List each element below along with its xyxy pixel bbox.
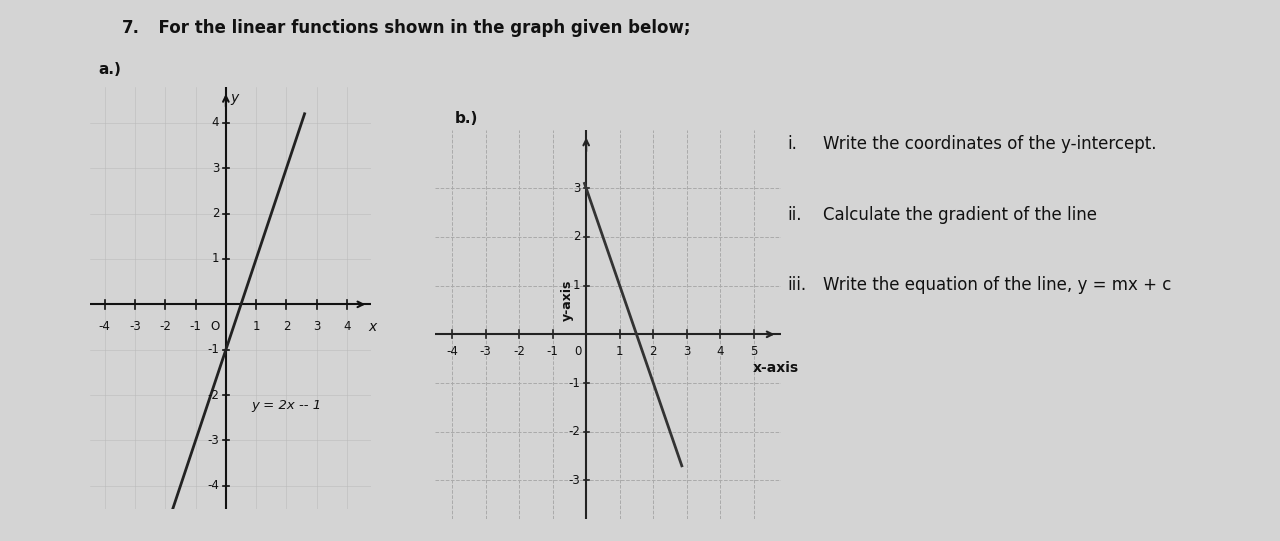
Text: -2: -2 <box>568 425 580 438</box>
Text: -3: -3 <box>480 345 492 358</box>
Text: For the linear functions shown in the graph given below;: For the linear functions shown in the gr… <box>147 19 691 37</box>
Text: x: x <box>369 320 376 334</box>
Text: -1: -1 <box>568 377 580 390</box>
Text: -3: -3 <box>129 320 141 333</box>
Text: -1: -1 <box>547 345 558 358</box>
Text: 3: 3 <box>572 182 580 195</box>
Text: iii.: iii. <box>787 276 806 294</box>
Text: 1: 1 <box>252 320 260 333</box>
Text: 1: 1 <box>572 279 580 292</box>
Text: -3: -3 <box>568 474 580 487</box>
Text: y: y <box>230 91 238 105</box>
Text: Calculate the gradient of the line: Calculate the gradient of the line <box>823 206 1097 223</box>
Text: -1: -1 <box>207 343 219 356</box>
Text: 3: 3 <box>314 320 320 333</box>
Text: -3: -3 <box>207 434 219 447</box>
Text: 2: 2 <box>283 320 291 333</box>
Text: 5: 5 <box>750 345 758 358</box>
Text: y = 2x -- 1: y = 2x -- 1 <box>252 399 321 412</box>
Text: 4: 4 <box>211 116 219 129</box>
Text: 1: 1 <box>211 253 219 266</box>
Text: -2: -2 <box>513 345 525 358</box>
Text: 2: 2 <box>649 345 657 358</box>
Text: 3: 3 <box>211 162 219 175</box>
Text: Write the coordinates of the y-intercept.: Write the coordinates of the y-intercept… <box>823 135 1157 153</box>
Text: 4: 4 <box>343 320 351 333</box>
Text: -2: -2 <box>207 388 219 401</box>
Text: 1: 1 <box>616 345 623 358</box>
Text: x-axis: x-axis <box>753 361 799 375</box>
Text: i.: i. <box>787 135 797 153</box>
Text: ii.: ii. <box>787 206 801 223</box>
Text: y-axis: y-axis <box>561 280 575 321</box>
Text: 0: 0 <box>573 345 581 358</box>
Text: -4: -4 <box>99 320 110 333</box>
Text: a.): a.) <box>99 62 122 77</box>
Text: 3: 3 <box>684 345 690 358</box>
Text: Write the equation of the line, y = mx + c: Write the equation of the line, y = mx +… <box>823 276 1171 294</box>
Text: -2: -2 <box>160 320 172 333</box>
Text: -4: -4 <box>207 479 219 492</box>
Text: 2: 2 <box>211 207 219 220</box>
Text: 4: 4 <box>717 345 724 358</box>
Text: O: O <box>210 320 219 333</box>
Text: -4: -4 <box>445 345 458 358</box>
Text: b.): b.) <box>454 111 477 126</box>
Text: -1: -1 <box>189 320 201 333</box>
Text: 7.: 7. <box>122 19 140 37</box>
Text: 2: 2 <box>572 230 580 243</box>
